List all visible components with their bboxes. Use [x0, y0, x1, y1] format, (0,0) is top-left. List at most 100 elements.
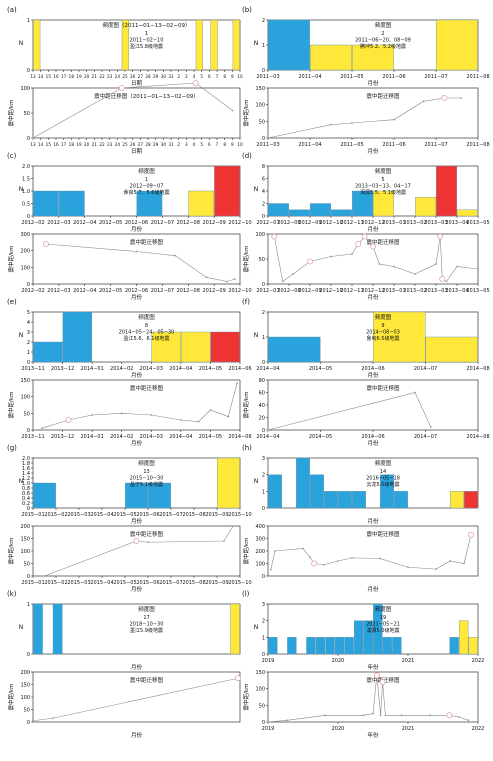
mig-point	[379, 714, 382, 717]
mig-xtick-label: 5	[200, 142, 203, 147]
bar-xtick-label: 2011−03	[256, 74, 279, 80]
bar	[325, 637, 335, 655]
mig-xtick-label: 2011−05	[340, 142, 363, 148]
mig-xtick-label: 2012−10	[319, 288, 342, 294]
mig-xtick-label: 2015−01	[21, 580, 44, 586]
mig-event-marker	[361, 233, 368, 240]
mig-point	[120, 412, 123, 415]
bar-xtick-label: 2015−04	[90, 512, 113, 518]
bar-xtick-label: 2011−04	[298, 74, 321, 80]
bar-ylabel: N	[254, 186, 259, 193]
bar-ytick-label: 0	[27, 68, 30, 74]
mig-point	[267, 429, 269, 431]
bar-ytick-label: 0.4	[22, 496, 30, 502]
bar-xtick-label: 8	[223, 74, 226, 79]
mig-xtick-label: 13	[30, 142, 36, 147]
bar-xtick-label: 2021	[402, 658, 415, 664]
mig-event-marker	[307, 258, 313, 265]
mig-point	[393, 118, 395, 121]
mig-ytick-label: 50	[259, 703, 265, 709]
mig-xtick-label: 19	[76, 142, 82, 147]
mig-point	[422, 100, 425, 103]
mig-point	[32, 137, 34, 139]
mig-plot-frame	[267, 87, 479, 139]
bar	[380, 474, 394, 509]
mig-ytick-label: 50	[24, 111, 30, 117]
bar	[33, 19, 41, 71]
mig-xtick-label: 26	[130, 142, 136, 147]
mig-xtick-label: 28	[145, 142, 151, 147]
mig-xtick-label: 24	[115, 142, 121, 147]
mig-point	[435, 263, 437, 265]
mig-point	[205, 276, 208, 279]
mig-xtick-label: 2021	[402, 726, 415, 732]
mig-ytick-label: 0	[262, 282, 265, 288]
bar-ytick-label: 0	[27, 214, 30, 220]
mig-point	[351, 556, 353, 559]
bar-annotation: 2021−05−21	[366, 622, 400, 628]
bar-xtick-label: 2011−07	[424, 74, 447, 80]
bar	[52, 603, 63, 655]
mig-ylabel: 震中距/km	[7, 100, 15, 127]
bar-plot-frame	[32, 603, 241, 655]
mig-xtick-label: 8	[223, 142, 226, 147]
mig-ytick-label: 150	[20, 537, 30, 543]
mig-xlabel: 月份	[367, 585, 379, 593]
bar-plot-frame	[32, 311, 241, 363]
mig-ylabel: 震中距/km	[7, 392, 15, 419]
bar-xtick-label: 2015−07	[159, 512, 182, 518]
mig-event-marker	[441, 95, 448, 101]
bar	[58, 190, 85, 217]
mig-ytick-label: 80	[259, 378, 265, 384]
mig-ytick-label: 100	[255, 232, 265, 238]
bar-xtick-label: 2012−04	[73, 220, 96, 226]
mig-xtick-label: 2015−04	[90, 580, 113, 586]
mig-title: 震中距迁移图	[130, 238, 164, 246]
bar-xtick-label: 2019	[262, 658, 275, 664]
mig-ytick-label: 200	[20, 524, 30, 530]
mig-xtick-label: 2012−04	[73, 288, 96, 294]
mig-title: 震中距迁移图	[130, 676, 164, 684]
bar	[268, 637, 278, 655]
mig-point	[456, 265, 458, 268]
mig-xtick-label: 2019	[262, 726, 275, 732]
bar-ytick-label: 2	[262, 18, 265, 24]
mig-ytick-label: 150	[255, 86, 265, 92]
mig-xtick-label: 2020	[332, 726, 345, 732]
bar-ytick-label: 3	[262, 456, 265, 462]
bar	[136, 190, 163, 217]
mig-plot-frame	[267, 671, 479, 723]
bar-xtick-label: 2012−03	[47, 220, 70, 226]
bar-annotation: 9	[381, 323, 384, 329]
bar-title: 频度图	[138, 459, 155, 467]
mig-xtick-label: 2015−10	[228, 580, 251, 586]
bar-xtick-label: 2014−04	[256, 366, 279, 372]
bar-xtick-label: 22	[99, 74, 105, 79]
bar-xtick-label: 2012−10	[319, 220, 342, 226]
bar-ytick-label: 0	[262, 360, 265, 366]
bar-ytick-label: 1.5	[22, 177, 30, 183]
bar-title: 频度图	[375, 167, 392, 175]
mig-point	[147, 541, 149, 544]
bar-xtick-label: 2012−09	[298, 220, 321, 226]
bar-annotation: 2016−05−18	[366, 476, 400, 482]
mig-xtick-label: 2014−06	[361, 434, 384, 440]
bar	[214, 165, 240, 217]
panel-d: (d)02468N2012−072012−082012−092012−10201…	[242, 152, 490, 301]
bar-ytick-label: 0.2	[22, 501, 30, 507]
mig-ytick-label: 40	[259, 403, 265, 409]
mig-ytick-label: 0	[262, 574, 265, 580]
bar-annotation: 19	[380, 615, 386, 621]
bar-xtick-label: 2014−04	[169, 366, 192, 372]
bar-xtick-label: 26	[130, 74, 136, 79]
mig-ytick-label: 60	[259, 391, 265, 397]
bar-xlabel: 月份	[131, 371, 143, 379]
bar-annotation: 墨江5.9级地震	[130, 627, 163, 634]
mig-point	[330, 255, 332, 258]
mig-point	[223, 540, 225, 542]
bar	[268, 474, 282, 509]
bar-xtick-label: 2014−03	[140, 366, 163, 372]
mig-xtick-label: 2015−06	[136, 580, 159, 586]
